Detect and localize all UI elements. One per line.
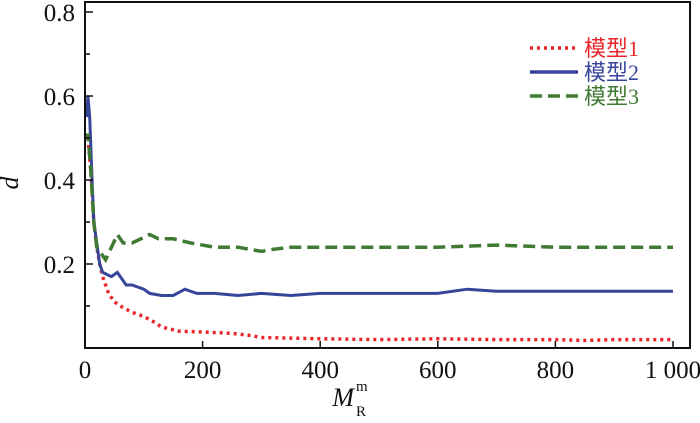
x-axis-label-sup: m (356, 379, 368, 395)
series-line-2 (85, 95, 673, 298)
x-tick-label: 800 (537, 357, 575, 384)
y-tick-label: 0.4 (44, 168, 76, 195)
x-tick-label: 1 000 (645, 357, 700, 384)
x-tick-label: 200 (184, 357, 222, 384)
x-tick-label: 0 (79, 357, 92, 384)
y-tick-label: 0.6 (44, 84, 75, 111)
x-tick-label: 600 (419, 357, 457, 384)
x-axis-label: M R m (331, 379, 368, 420)
y-tick-label: 0.2 (44, 252, 75, 279)
legend-label-2: 模型2 (584, 60, 639, 85)
y-tick-label: 0.8 (44, 0, 75, 27)
legend-label-1: 模型1 (584, 36, 639, 61)
legend-label-3: 模型3 (584, 84, 639, 109)
x-axis-label-main: M (331, 383, 355, 412)
plot-frame (84, 1, 691, 349)
x-tick-label: 400 (301, 357, 339, 384)
series-line-3 (85, 133, 673, 264)
x-axis-label-sub: R (356, 404, 366, 418)
y-axis-label: d (0, 176, 24, 190)
